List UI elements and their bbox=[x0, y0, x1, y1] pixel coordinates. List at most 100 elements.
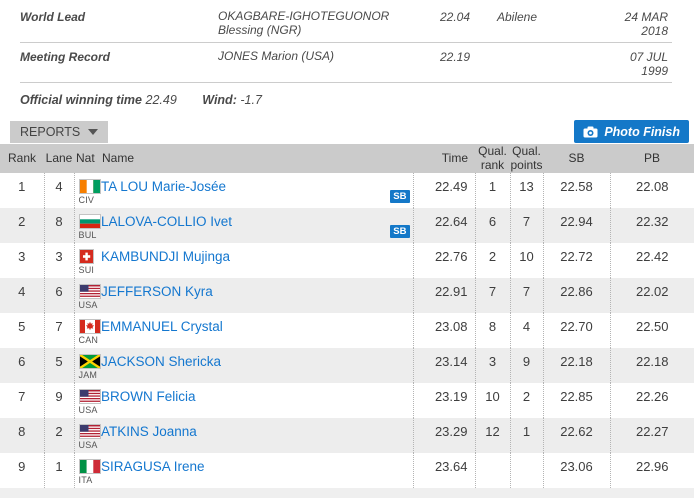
qual-rank-cell bbox=[474, 453, 510, 488]
table-row: 3 3 SUI KAMBUNDJI Mujinga 22.76 2 10 22.72 22.42 bbox=[0, 243, 694, 278]
athlete-link[interactable]: JEFFERSON Kyra bbox=[101, 284, 213, 299]
col-header-name: Name bbox=[100, 144, 413, 173]
col-header-nat: Nat bbox=[74, 144, 100, 173]
rank-cell: 7 bbox=[18, 389, 26, 404]
pb-cell: 22.50 bbox=[609, 313, 694, 348]
name-cell: TA LOU Marie-Josée SB bbox=[100, 173, 413, 208]
lane-cell: 8 bbox=[43, 208, 74, 243]
sb-cell: 22.72 bbox=[542, 243, 610, 278]
qual-rank-cell: 1 bbox=[474, 173, 510, 208]
pb-cell: 22.26 bbox=[609, 383, 694, 418]
nat-code: USA bbox=[78, 405, 98, 415]
athlete-link[interactable]: EMMANUEL Crystal bbox=[101, 319, 223, 334]
athlete-link[interactable]: BROWN Felicia bbox=[101, 389, 196, 404]
nat-code: USA bbox=[78, 300, 98, 310]
time-cell: 23.08 bbox=[412, 313, 475, 348]
sb-cell: 22.86 bbox=[542, 278, 610, 313]
col-header-qual-points: Qual. points bbox=[510, 144, 543, 173]
qual-points-cell: 7 bbox=[509, 208, 543, 243]
nat-code: BUL bbox=[78, 230, 97, 240]
record-row-world-lead: World Lead OKAGBARE-IGHOTEGUONOR Blessin… bbox=[20, 3, 672, 43]
athlete-link[interactable]: ATKINS Joanna bbox=[101, 424, 197, 439]
lane-cell: 4 bbox=[43, 173, 74, 208]
qual-rank-cell: 12 bbox=[474, 418, 510, 453]
name-cell: BROWN Felicia bbox=[100, 383, 413, 418]
table-header-row: Rank Lane Nat Name Time Qual. rank Qual.… bbox=[0, 144, 694, 173]
col-header-sb: SB bbox=[543, 144, 610, 173]
name-cell: JEFFERSON Kyra bbox=[100, 278, 413, 313]
nat-cell: USA bbox=[73, 278, 101, 313]
qual-rank-cell: 3 bbox=[474, 348, 510, 383]
nat-code: JAM bbox=[78, 370, 98, 380]
winning-time-value: 22.49 bbox=[145, 93, 177, 107]
pb-cell: 22.42 bbox=[609, 243, 694, 278]
winning-time-row: Official winning time 22.49 Wind: -1.7 bbox=[20, 83, 672, 118]
qual-rank-cell: 8 bbox=[474, 313, 510, 348]
page-bottom-strip bbox=[0, 488, 694, 498]
time-cell: 22.64 bbox=[412, 208, 475, 243]
flag-usa-icon bbox=[78, 389, 101, 404]
rank-cell: 5 bbox=[18, 319, 26, 334]
record-venue bbox=[497, 49, 617, 50]
time-cell: 22.76 bbox=[412, 243, 475, 278]
athlete-link[interactable]: TA LOU Marie-Josée bbox=[101, 179, 227, 194]
rank-cell: 2 bbox=[18, 214, 26, 229]
pb-cell: 22.96 bbox=[609, 453, 694, 488]
sb-cell: 22.94 bbox=[542, 208, 610, 243]
records-section: World Lead OKAGBARE-IGHOTEGUONOR Blessin… bbox=[20, 0, 672, 118]
rank-cell: 6 bbox=[18, 354, 26, 369]
time-cell: 23.29 bbox=[412, 418, 475, 453]
record-athlete: OKAGBARE-IGHOTEGUONOR Blessing (NGR) bbox=[218, 9, 390, 38]
pb-cell: 22.32 bbox=[609, 208, 694, 243]
col-header-lane: Lane bbox=[44, 144, 74, 173]
camera-icon bbox=[583, 126, 598, 138]
qual-points-cell: 9 bbox=[509, 348, 543, 383]
sb-cell: 22.85 bbox=[542, 383, 610, 418]
col-header-qual-rank: Qual. rank bbox=[475, 144, 510, 173]
flag-usa-icon bbox=[78, 424, 101, 439]
lane-cell: 5 bbox=[43, 348, 74, 383]
flag-civ-icon bbox=[78, 179, 101, 194]
table-row: 4 6 USA JEFFERSON Kyra 22.91 7 7 22.86 22.02 bbox=[0, 278, 694, 313]
athlete-link[interactable]: JACKSON Shericka bbox=[101, 354, 222, 369]
lane-cell: 9 bbox=[43, 383, 74, 418]
table-row: 5 7 CAN EMMANUEL Crystal 23.08 8 4 22.70 22.50 bbox=[0, 313, 694, 348]
qual-points-cell: 13 bbox=[509, 173, 543, 208]
table-row: 6 5 JAM JACKSON Shericka 23.14 3 9 22.18 22.18 bbox=[0, 348, 694, 383]
qual-points-cell: 1 bbox=[509, 418, 543, 453]
record-venue: Abilene bbox=[497, 10, 538, 24]
flag-can-icon bbox=[78, 319, 101, 334]
sb-cell: 22.58 bbox=[542, 173, 610, 208]
record-label: World Lead bbox=[20, 10, 86, 24]
winning-time-label: Official winning time bbox=[20, 93, 143, 107]
nat-cell: USA bbox=[73, 383, 101, 418]
lane-cell: 1 bbox=[43, 453, 74, 488]
name-cell: KAMBUNDJI Mujinga bbox=[100, 243, 413, 278]
athlete-link[interactable]: SIRAGUSA Irene bbox=[101, 459, 205, 474]
record-athlete: JONES Marion (USA) bbox=[218, 49, 335, 63]
reports-dropdown[interactable]: REPORTS bbox=[10, 121, 109, 143]
pb-cell: 22.27 bbox=[609, 418, 694, 453]
table-row: 7 9 USA BROWN Felicia 23.19 10 2 22.85 22.26 bbox=[0, 383, 694, 418]
nat-cell: ITA bbox=[73, 453, 101, 488]
record-label: Meeting Record bbox=[20, 50, 111, 64]
rank-cell: 3 bbox=[18, 249, 26, 264]
athlete-link[interactable]: KAMBUNDJI Mujinga bbox=[101, 249, 231, 264]
photo-finish-label: Photo Finish bbox=[604, 124, 680, 139]
qual-points-cell bbox=[509, 453, 543, 488]
flag-ita-icon bbox=[78, 459, 101, 474]
nat-code: CAN bbox=[78, 335, 99, 345]
lane-cell: 3 bbox=[43, 243, 74, 278]
time-cell: 23.64 bbox=[412, 453, 475, 488]
lane-cell: 2 bbox=[43, 418, 74, 453]
name-cell: JACKSON Shericka bbox=[100, 348, 413, 383]
name-cell: ATKINS Joanna bbox=[100, 418, 413, 453]
photo-finish-button[interactable]: Photo Finish bbox=[574, 120, 689, 143]
pb-cell: 22.08 bbox=[609, 173, 694, 208]
nat-cell: USA bbox=[73, 418, 101, 453]
athlete-link[interactable]: LALOVA-COLLIO Ivet bbox=[101, 214, 233, 229]
nat-cell: CIV bbox=[73, 173, 101, 208]
pb-cell: 22.02 bbox=[609, 278, 694, 313]
flag-bul-icon bbox=[78, 214, 101, 229]
